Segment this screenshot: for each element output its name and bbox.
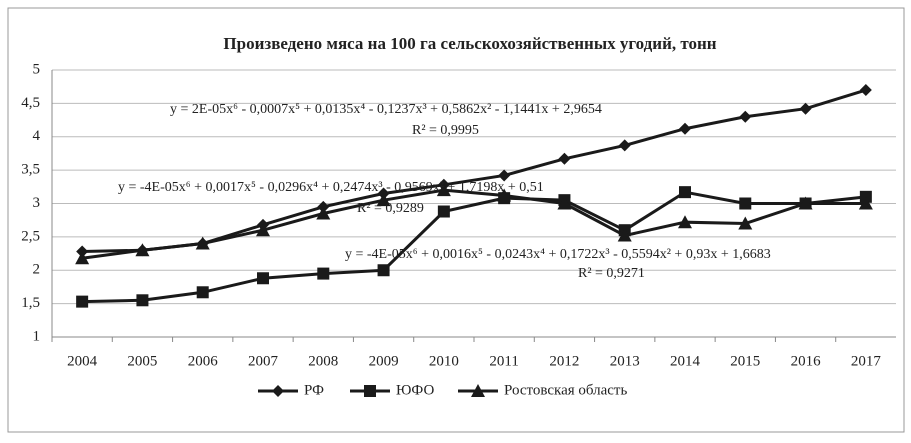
marker [679, 186, 691, 199]
marker [135, 243, 150, 257]
x-tick-label: 2015 [730, 353, 760, 369]
marker [557, 196, 572, 210]
trendline-equation: R² = 0,9995 [412, 123, 479, 138]
marker [76, 295, 89, 308]
x-tick-label: 2016 [791, 353, 822, 369]
marker [136, 294, 149, 307]
x-tick-label: 2013 [610, 353, 640, 369]
legend-label: Ростовская область [504, 382, 627, 398]
y-tick-label: 2,5 [21, 228, 40, 244]
legend: РФ ЮФО Ростовская область [258, 382, 627, 398]
marker [196, 286, 209, 299]
series-line [82, 190, 867, 304]
x-tick-label: 2014 [670, 353, 701, 369]
y-tick-label: 1,5 [21, 295, 40, 311]
marker [617, 228, 632, 242]
marker [739, 197, 752, 210]
trendline-equation: y = -4E-05x⁶ + 0,0017x⁵ - 0,0296x⁴ + 0,2… [118, 180, 544, 195]
y-tick-label: 4 [33, 128, 41, 144]
legend-label: ЮФО [396, 382, 434, 398]
marker [75, 251, 90, 265]
y-tick-label: 3 [33, 195, 41, 211]
marker [859, 84, 872, 97]
marker [437, 205, 450, 218]
y-tick-label: 2 [33, 262, 41, 278]
marker [799, 102, 812, 115]
marker [471, 384, 485, 397]
marker [256, 223, 270, 237]
marker [498, 169, 511, 182]
series-line [81, 188, 866, 260]
x-tick-label: 2004 [67, 353, 98, 369]
chart-title: Произведено мяса на 100 га сельскохозяйс… [223, 34, 716, 53]
trendline-equation: R² = 0,9271 [578, 266, 645, 281]
marker [798, 196, 813, 210]
trendline-equation: R² = 0,9289 [357, 201, 424, 216]
marker [377, 264, 390, 277]
marker [436, 183, 451, 197]
marker [257, 272, 269, 285]
marker [738, 216, 753, 230]
marker [558, 152, 571, 165]
marker [317, 267, 330, 280]
legend-label: РФ [304, 382, 324, 398]
y-tick-label: 1 [33, 328, 41, 344]
marker [678, 215, 692, 229]
marker [679, 122, 691, 135]
x-tick-label: 2012 [549, 353, 579, 369]
x-tick-label: 2011 [489, 353, 518, 369]
y-tick-label: 4,5 [21, 95, 40, 111]
x-tick-label: 2017 [851, 353, 882, 369]
trendline-equation: y = 2E-05x⁶ - 0,0007x⁵ + 0,0135x⁴ - 0,12… [170, 102, 602, 117]
x-tick-label: 2009 [369, 353, 399, 369]
x-tick-label: 2007 [248, 353, 279, 369]
marker [497, 188, 512, 202]
trendline-equation: y = -4E-05x⁶ + 0,0016x⁵ - 0,0243x⁴ + 0,1… [345, 247, 771, 262]
marker [364, 385, 376, 397]
marker [376, 193, 391, 207]
y-tick-label: 3,5 [21, 162, 40, 178]
marker [739, 110, 752, 123]
x-tick-label: 2006 [188, 353, 219, 369]
marker [316, 206, 331, 220]
x-tick-label: 2008 [308, 353, 338, 369]
x-tick-label: 2005 [127, 353, 157, 369]
marker [195, 236, 210, 250]
y-tick-label: 5 [33, 61, 41, 77]
x-tick-label: 2010 [429, 353, 459, 369]
marker [858, 196, 873, 210]
marker [618, 139, 631, 152]
marker [272, 385, 284, 397]
